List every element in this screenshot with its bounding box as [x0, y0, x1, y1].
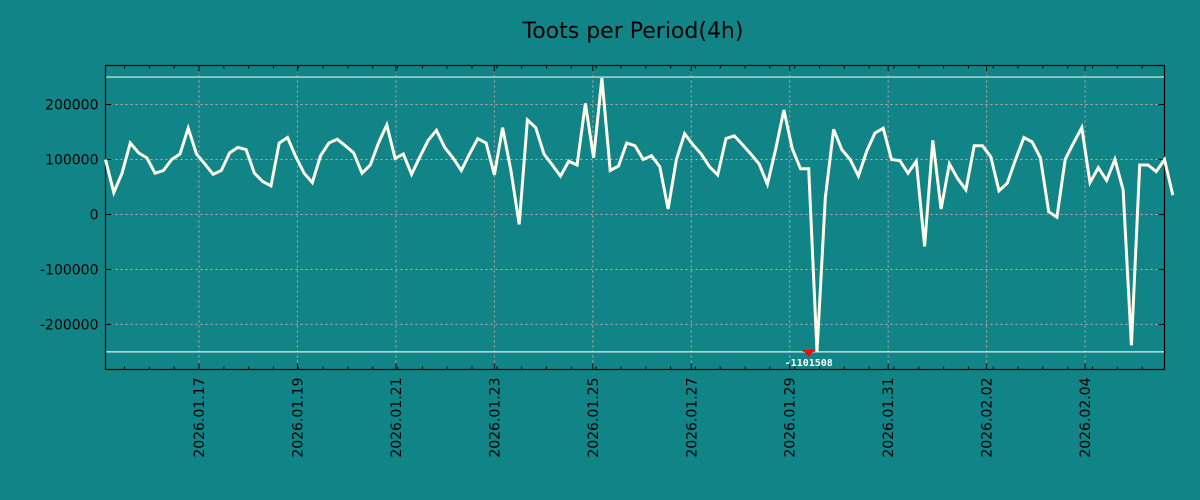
y-tick-label: 100000 [45, 153, 98, 169]
x-tick-label: 2026.01.29 [783, 378, 799, 458]
min-marker-bar [802, 349, 815, 352]
x-tick-label: 2026.02.04 [1078, 377, 1094, 457]
min-value-label: -1101508 [785, 358, 833, 369]
x-tick-label: 2026.01.21 [389, 378, 405, 458]
y-tick-label: -100000 [40, 262, 99, 278]
x-tick-label: 2026.01.17 [192, 378, 208, 458]
chart-title: Toots per Period(4h) [522, 19, 744, 44]
x-tick-label: 2026.01.31 [881, 378, 897, 458]
y-tick-label: -200000 [40, 317, 99, 333]
series-line [104, 77, 1175, 352]
x-tick-label: 2026.01.27 [684, 378, 700, 458]
min-marker-icon [804, 351, 813, 357]
plot-frame [104, 64, 1166, 371]
y-tick-label: 0 [90, 207, 99, 223]
x-tick-label: 2026.02.02 [980, 378, 996, 458]
x-tick-label: 2026.01.25 [586, 378, 602, 458]
x-tick-label: 2026.01.19 [290, 378, 306, 458]
y-tick-label: 200000 [45, 98, 98, 114]
x-tick-label: 2026.01.23 [487, 378, 503, 458]
